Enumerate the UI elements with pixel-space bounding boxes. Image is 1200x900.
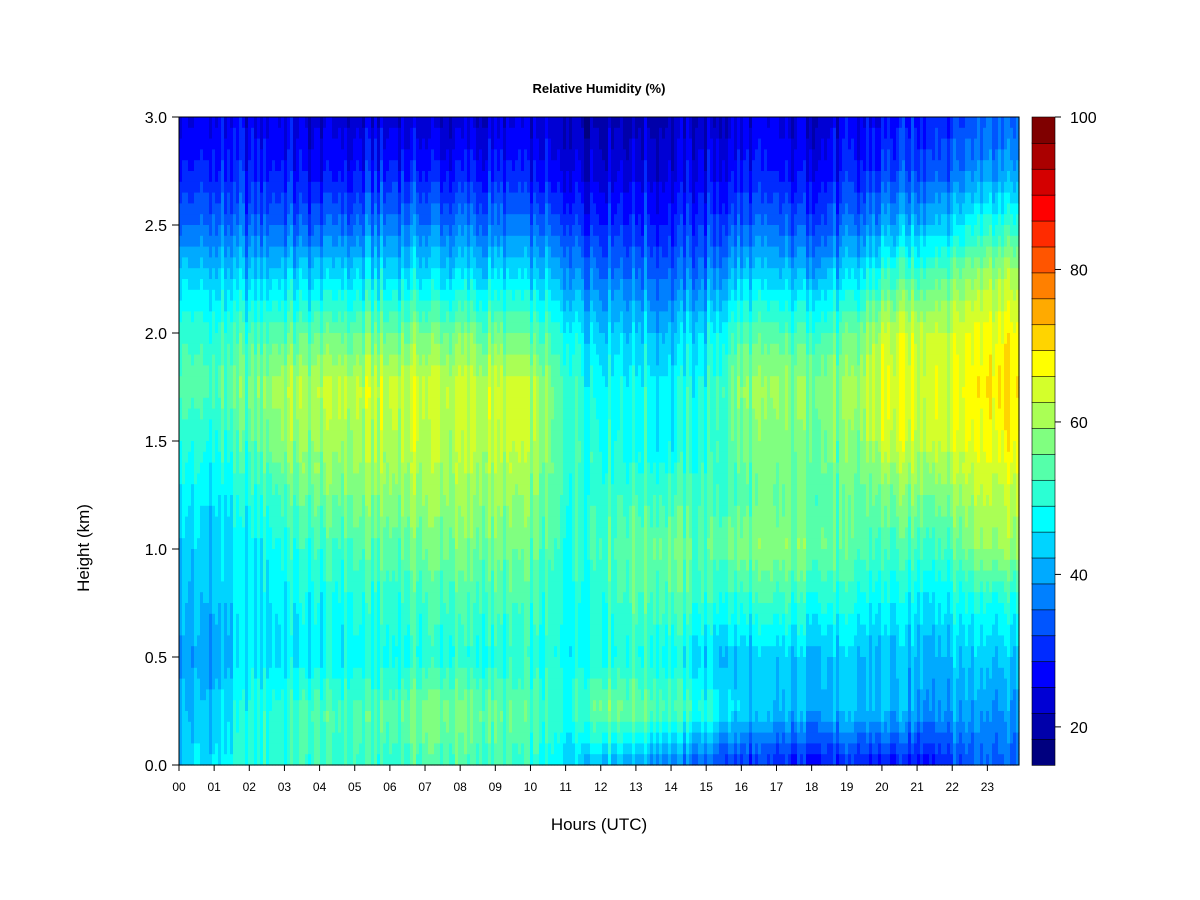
chart-title: Relative Humidity (%)	[533, 81, 666, 96]
heatmap-area	[179, 117, 1020, 766]
